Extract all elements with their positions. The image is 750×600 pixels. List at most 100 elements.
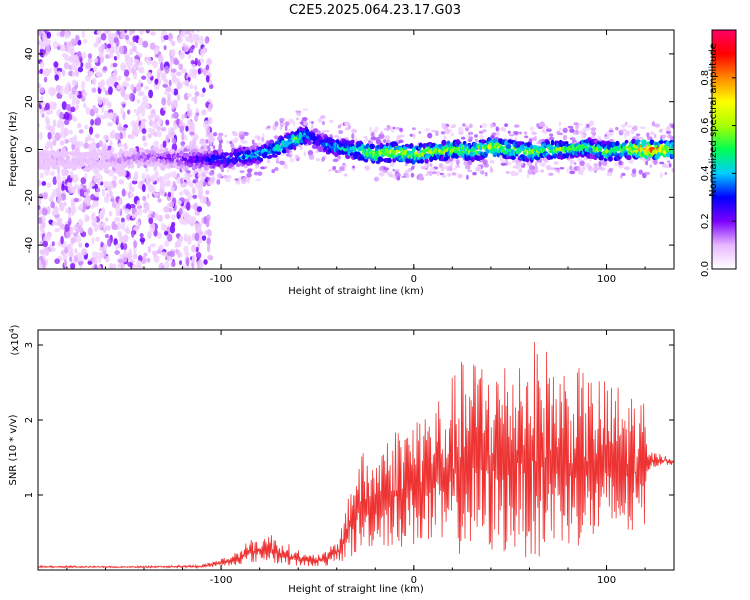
noise-blob [167, 179, 171, 187]
noise-blob [118, 179, 125, 185]
noise-blob [207, 243, 211, 253]
spectral-speckle [479, 134, 484, 140]
noise-blob [102, 221, 107, 229]
noise-blob [61, 69, 66, 77]
spectral-speckle [614, 162, 620, 167]
noise-blob [66, 47, 71, 54]
ridge-mark [406, 150, 412, 154]
noise-blob [74, 223, 80, 233]
noise-blob [87, 56, 93, 64]
noise-blob [164, 65, 170, 74]
noise-blob [53, 209, 60, 215]
spectral-speckle [246, 172, 252, 178]
spectral-speckle [337, 155, 341, 159]
noise-blob [161, 251, 167, 257]
noise-blob [137, 208, 143, 216]
noise-blob [124, 35, 129, 41]
noise-blob [80, 62, 84, 68]
noise-blob [145, 56, 152, 66]
spectral-speckle [405, 169, 409, 176]
noise-blob [189, 45, 194, 54]
noise-blob [94, 192, 100, 198]
spectral-speckle [474, 138, 478, 143]
spectral-speckle [351, 128, 358, 134]
spectral-speckle [429, 162, 433, 167]
noise-blob [38, 209, 43, 216]
noise-blob [163, 45, 167, 51]
noise-blob [139, 233, 144, 238]
noise-blob [84, 124, 89, 130]
noise-blob [121, 256, 128, 263]
spectral-speckle [243, 131, 249, 136]
noise-blob [74, 104, 80, 111]
noise-blob [185, 257, 190, 267]
spectral-speckle [443, 126, 449, 131]
ridge-mark [119, 148, 124, 154]
spectral-speckle [328, 169, 333, 172]
ridge-mark [635, 139, 641, 143]
noise-blob [138, 265, 144, 269]
spectral-speckle [226, 140, 229, 144]
noise-blob [94, 264, 98, 269]
noise-blob [141, 75, 147, 80]
noise-blob [159, 62, 164, 71]
noise-blob [78, 203, 84, 211]
spectral-speckle [611, 139, 615, 142]
ridge-mark [185, 152, 189, 158]
noise-blob [87, 227, 93, 236]
noise-blob [102, 66, 108, 71]
noise-blob [113, 238, 118, 246]
noise-blob [200, 145, 205, 151]
spectral-speckle [566, 168, 569, 174]
noise-blob [131, 214, 136, 219]
noise-blob [176, 93, 181, 102]
spectral-speckle [569, 165, 573, 171]
spectral-speckle [558, 127, 562, 131]
noise-blob [61, 168, 66, 177]
spectral-speckle [545, 164, 552, 171]
spectral-speckle [232, 138, 235, 145]
noise-blob [156, 249, 162, 254]
spectral-speckle [303, 151, 306, 157]
noise-blob [162, 83, 168, 88]
spectrogram-y-tick-label: 20 [24, 95, 35, 108]
noise-blob [82, 184, 87, 192]
spectral-speckle [468, 123, 473, 129]
spectral-speckle [554, 169, 559, 172]
noise-blob [80, 95, 86, 102]
noise-blob [174, 99, 178, 109]
noise-blob [170, 127, 175, 136]
spectral-speckle [426, 170, 432, 174]
noise-blob [183, 233, 188, 241]
noise-blob [48, 196, 52, 201]
noise-blob [198, 192, 203, 200]
noise-blob [191, 30, 195, 34]
noise-blob [103, 110, 109, 119]
noise-blob [136, 260, 142, 268]
noise-blob [157, 198, 162, 203]
noise-blob [191, 232, 195, 241]
noise-blob [111, 202, 116, 208]
noise-blob [156, 130, 162, 138]
noise-blob [88, 126, 94, 135]
noise-blob [124, 208, 130, 214]
noise-blob [197, 68, 201, 75]
noise-blob [117, 258, 123, 263]
noise-blob [92, 104, 96, 111]
ridge-mark [245, 149, 252, 156]
spectral-speckle [343, 173, 348, 177]
snr-scale-label: (x104) [8, 324, 21, 355]
spectral-speckle [192, 180, 197, 184]
noise-blob [70, 262, 76, 269]
noise-blob [171, 103, 175, 110]
noise-blob [45, 142, 51, 148]
noise-blob [59, 224, 65, 230]
spectral-speckle [274, 167, 279, 171]
spectral-speckle [241, 140, 248, 144]
spectral-speckle [568, 158, 573, 162]
spectrogram-x-axis-label: Height of straight line (km) [288, 286, 424, 297]
noise-blob [83, 39, 88, 44]
noise-blob [74, 248, 78, 254]
noise-blob [112, 112, 118, 118]
